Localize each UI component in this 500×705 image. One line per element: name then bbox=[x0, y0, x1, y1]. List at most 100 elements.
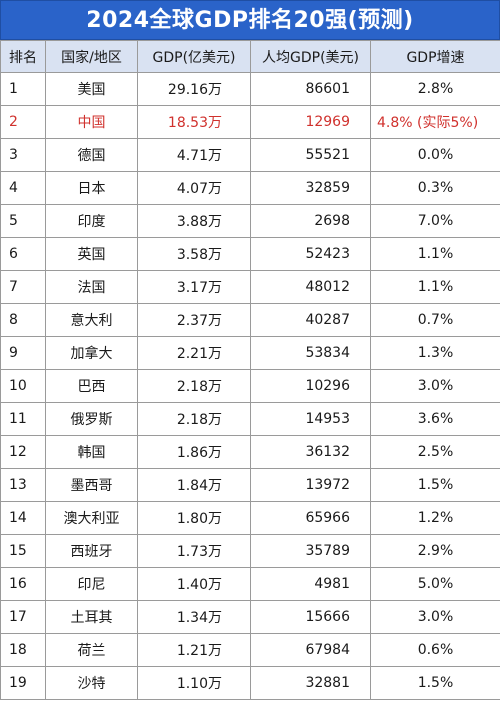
cell-per-capita: 48012 bbox=[250, 270, 371, 304]
cell-rank: 5 bbox=[0, 204, 46, 238]
cell-per-capita: 12969 bbox=[250, 105, 371, 139]
cell-growth: 0.0% bbox=[370, 138, 500, 172]
cell-rank: 2 bbox=[0, 105, 46, 139]
table-row: 8 意大利 2.37万 40287 0.7% bbox=[0, 303, 500, 337]
cell-gdp: 3.58万 bbox=[137, 237, 251, 271]
table-row: 18 荷兰 1.21万 67984 0.6% bbox=[0, 633, 500, 667]
cell-country: 英国 bbox=[45, 237, 138, 271]
cell-growth: 3.6% bbox=[370, 402, 500, 436]
cell-rank: 18 bbox=[0, 633, 46, 667]
table-row: 1 美国 29.16万 86601 2.8% bbox=[0, 72, 500, 106]
table-row: 15 西班牙 1.73万 35789 2.9% bbox=[0, 534, 500, 568]
cell-gdp: 1.73万 bbox=[137, 534, 251, 568]
cell-rank: 1 bbox=[0, 72, 46, 106]
table-row: 17 土耳其 1.34万 15666 3.0% bbox=[0, 600, 500, 634]
table-row: 19 沙特 1.10万 32881 1.5% bbox=[0, 666, 500, 700]
cell-country: 西班牙 bbox=[45, 534, 138, 568]
cell-gdp: 1.80万 bbox=[137, 501, 251, 535]
cell-growth: 0.3% bbox=[370, 171, 500, 205]
cell-gdp: 3.17万 bbox=[137, 270, 251, 304]
cell-per-capita: 14953 bbox=[250, 402, 371, 436]
cell-rank: 12 bbox=[0, 435, 46, 469]
cell-growth: 2.9% bbox=[370, 534, 500, 568]
cell-per-capita: 15666 bbox=[250, 600, 371, 634]
cell-rank: 3 bbox=[0, 138, 46, 172]
cell-growth: 7.0% bbox=[370, 204, 500, 238]
page-title: 2024全球GDP排名20强(预测) bbox=[0, 0, 500, 40]
cell-growth: 0.7% bbox=[370, 303, 500, 337]
cell-per-capita: 13972 bbox=[250, 468, 371, 502]
cell-gdp: 1.84万 bbox=[137, 468, 251, 502]
cell-gdp: 1.86万 bbox=[137, 435, 251, 469]
cell-country: 法国 bbox=[45, 270, 138, 304]
cell-country: 土耳其 bbox=[45, 600, 138, 634]
header-growth: GDP增速 bbox=[370, 40, 500, 73]
cell-country: 墨西哥 bbox=[45, 468, 138, 502]
table-body: 1 美国 29.16万 86601 2.8% 2 中国 18.53万 12969 4.8% (实际… bbox=[0, 72, 500, 700]
cell-rank: 9 bbox=[0, 336, 46, 370]
cell-gdp: 2.18万 bbox=[137, 369, 251, 403]
cell-country: 巴西 bbox=[45, 369, 138, 403]
table-row: 2 中国 18.53万 12969 4.8% (实际5%) bbox=[0, 105, 500, 139]
cell-per-capita: 52423 bbox=[250, 237, 371, 271]
cell-rank: 14 bbox=[0, 501, 46, 535]
cell-growth: 3.0% bbox=[370, 369, 500, 403]
cell-gdp: 29.16万 bbox=[137, 72, 251, 106]
cell-gdp: 4.71万 bbox=[137, 138, 251, 172]
cell-growth: 1.5% bbox=[370, 468, 500, 502]
table-row: 6 英国 3.58万 52423 1.1% bbox=[0, 237, 500, 271]
table-row: 5 印度 3.88万 2698 7.0% bbox=[0, 204, 500, 238]
cell-per-capita: 32859 bbox=[250, 171, 371, 205]
header-per-capita: 人均GDP(美元) bbox=[250, 40, 371, 73]
table-row: 11 俄罗斯 2.18万 14953 3.6% bbox=[0, 402, 500, 436]
cell-growth: 2.5% bbox=[370, 435, 500, 469]
cell-country: 美国 bbox=[45, 72, 138, 106]
cell-gdp: 1.40万 bbox=[137, 567, 251, 601]
cell-per-capita: 4981 bbox=[250, 567, 371, 601]
cell-growth: 1.5% bbox=[370, 666, 500, 700]
cell-rank: 4 bbox=[0, 171, 46, 205]
cell-rank: 17 bbox=[0, 600, 46, 634]
table-row: 10 巴西 2.18万 10296 3.0% bbox=[0, 369, 500, 403]
table-row: 16 印尼 1.40万 4981 5.0% bbox=[0, 567, 500, 601]
cell-country: 澳大利亚 bbox=[45, 501, 138, 535]
table-row: 9 加拿大 2.21万 53834 1.3% bbox=[0, 336, 500, 370]
cell-per-capita: 2698 bbox=[250, 204, 371, 238]
cell-gdp: 1.21万 bbox=[137, 633, 251, 667]
header-rank: 排名 bbox=[0, 40, 46, 73]
cell-rank: 19 bbox=[0, 666, 46, 700]
cell-country: 中国 bbox=[45, 105, 138, 139]
cell-gdp: 3.88万 bbox=[137, 204, 251, 238]
gdp-ranking-table: 排名 国家/地区 GDP(亿美元) 人均GDP(美元) GDP增速 1 美国 29.… bbox=[0, 40, 500, 700]
cell-per-capita: 53834 bbox=[250, 336, 371, 370]
cell-per-capita: 65966 bbox=[250, 501, 371, 535]
cell-growth: 4.8% (实际5%) bbox=[370, 105, 500, 139]
cell-rank: 8 bbox=[0, 303, 46, 337]
cell-per-capita: 35789 bbox=[250, 534, 371, 568]
cell-per-capita: 40287 bbox=[250, 303, 371, 337]
cell-country: 荷兰 bbox=[45, 633, 138, 667]
header-gdp: GDP(亿美元) bbox=[137, 40, 251, 73]
cell-gdp: 4.07万 bbox=[137, 171, 251, 205]
header-country: 国家/地区 bbox=[45, 40, 138, 73]
cell-per-capita: 36132 bbox=[250, 435, 371, 469]
table-row: 14 澳大利亚 1.80万 65966 1.2% bbox=[0, 501, 500, 535]
cell-country: 印尼 bbox=[45, 567, 138, 601]
table-row: 13 墨西哥 1.84万 13972 1.5% bbox=[0, 468, 500, 502]
cell-country: 加拿大 bbox=[45, 336, 138, 370]
cell-gdp: 2.18万 bbox=[137, 402, 251, 436]
cell-rank: 7 bbox=[0, 270, 46, 304]
cell-growth: 0.6% bbox=[370, 633, 500, 667]
cell-per-capita: 55521 bbox=[250, 138, 371, 172]
cell-rank: 10 bbox=[0, 369, 46, 403]
cell-country: 意大利 bbox=[45, 303, 138, 337]
cell-country: 德国 bbox=[45, 138, 138, 172]
cell-growth: 1.1% bbox=[370, 237, 500, 271]
cell-per-capita: 10296 bbox=[250, 369, 371, 403]
cell-country: 韩国 bbox=[45, 435, 138, 469]
cell-rank: 6 bbox=[0, 237, 46, 271]
cell-rank: 13 bbox=[0, 468, 46, 502]
table-row: 7 法国 3.17万 48012 1.1% bbox=[0, 270, 500, 304]
cell-country: 俄罗斯 bbox=[45, 402, 138, 436]
